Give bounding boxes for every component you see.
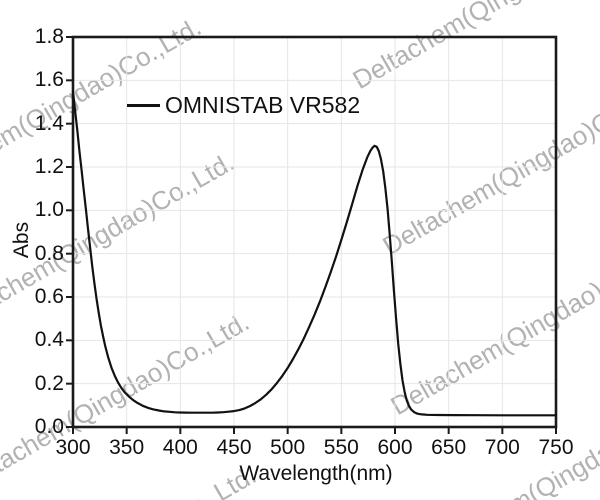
absorbance-curve: [71, 90, 558, 417]
axes-frame: [71, 35, 558, 429]
